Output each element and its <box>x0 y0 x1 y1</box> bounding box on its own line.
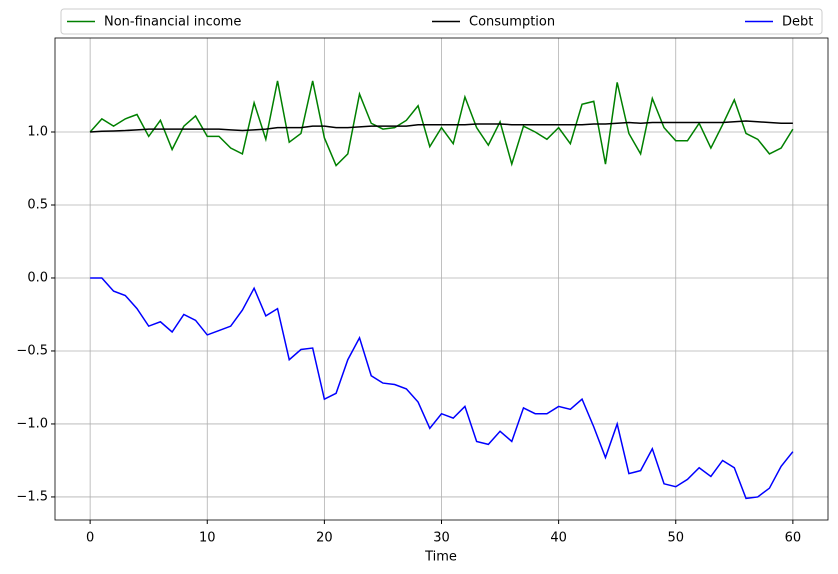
legend-label: Consumption <box>469 15 555 30</box>
y-tick-label: −0.5 <box>16 343 48 358</box>
legend-label: Non-financial income <box>104 15 241 30</box>
x-tick-label: 50 <box>667 531 684 546</box>
x-tick-label: 0 <box>86 531 94 546</box>
x-tick-label: 40 <box>550 531 567 546</box>
x-tick-label: 20 <box>316 531 333 546</box>
y-tick-label: 0.5 <box>27 197 48 212</box>
y-tick-label: 0.0 <box>27 270 48 285</box>
x-tick-label: 30 <box>433 531 450 546</box>
series-line <box>89 80 794 167</box>
series-line <box>90 277 794 500</box>
y-tick-label: −1.5 <box>16 489 48 504</box>
series-line <box>90 120 793 133</box>
y-tick-label: −1.0 <box>16 416 48 431</box>
x-tick-label: 10 <box>199 531 216 546</box>
x-tick-label: 60 <box>785 531 802 546</box>
legend-label: Debt <box>782 15 813 30</box>
plot-frame <box>54 37 829 521</box>
y-tick-label: 1.0 <box>27 125 48 140</box>
x-axis-label: Time <box>424 550 457 565</box>
